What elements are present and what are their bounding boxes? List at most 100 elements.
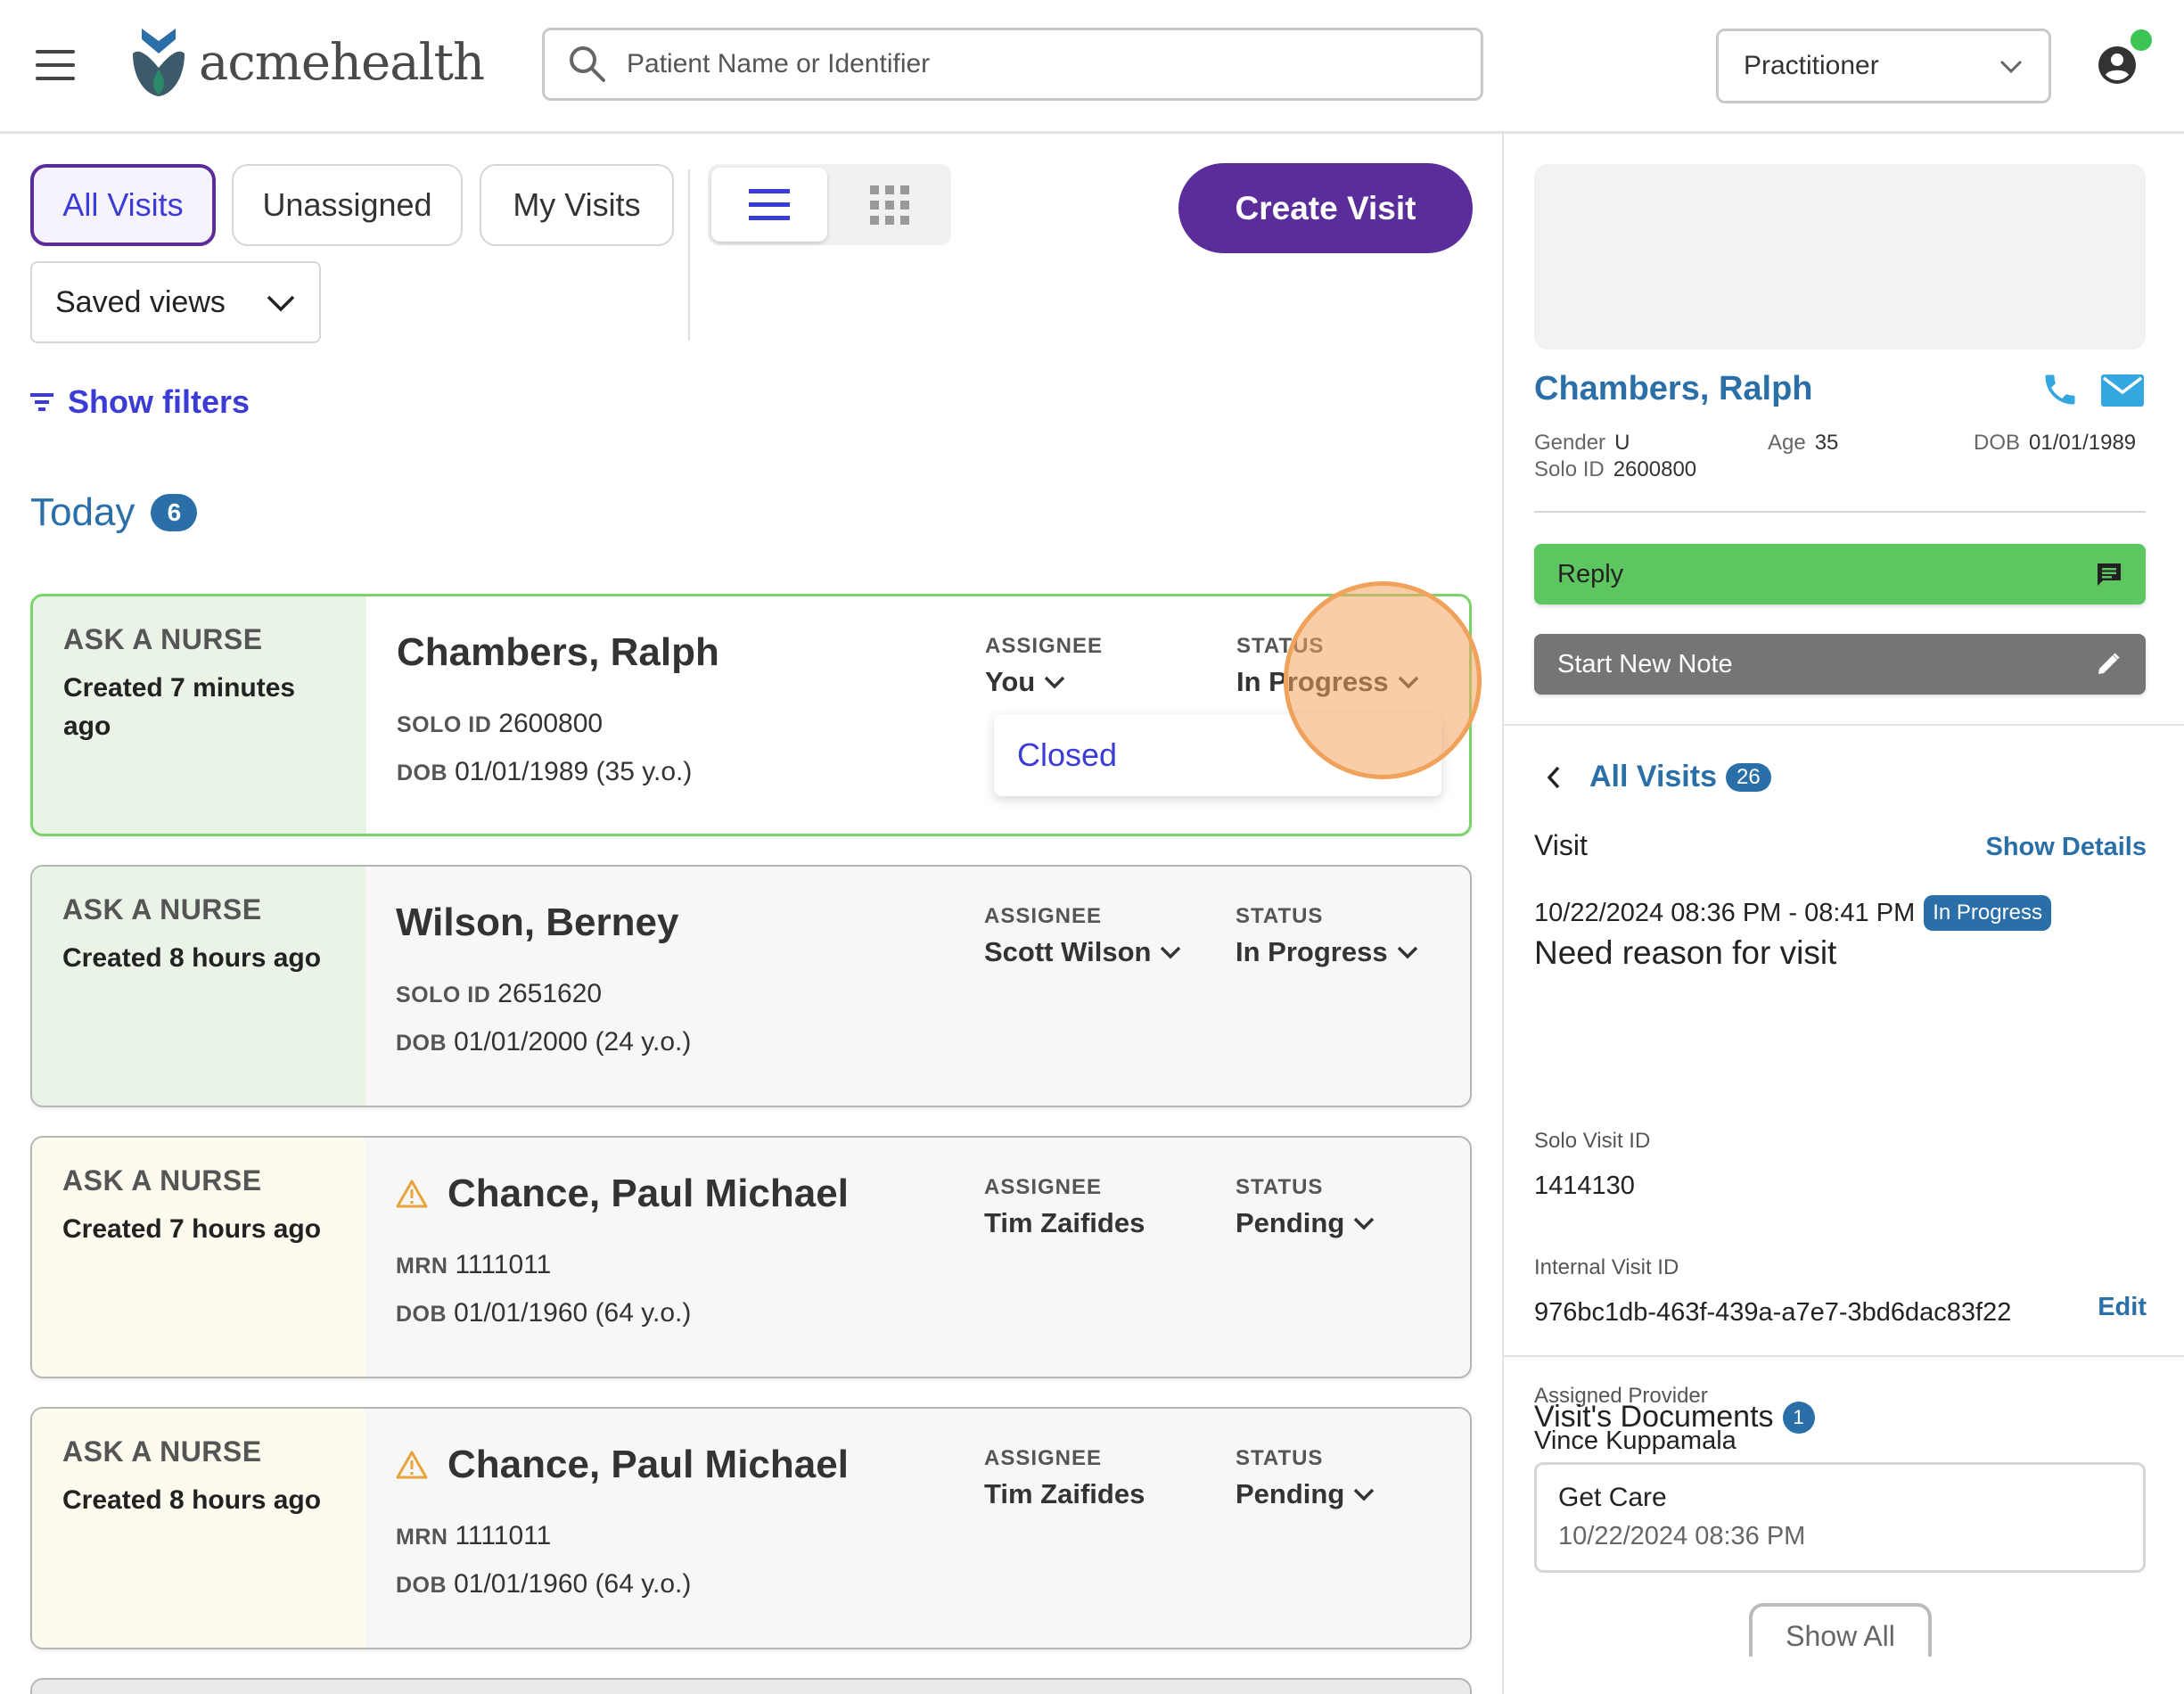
reply-label: Reply [1557, 559, 1624, 588]
documents-count-badge: 1 [1782, 1401, 1815, 1434]
status-dropdown[interactable]: In Progress [1236, 936, 1418, 968]
assignee-dropdown[interactable]: Scott Wilson [984, 936, 1181, 968]
assignee-value: Tim Zaifides [984, 1207, 1145, 1239]
visit-type: ASK A NURSE [63, 623, 263, 655]
id-value: 2600800 [498, 709, 603, 738]
acmehealth-logo[interactable]: acmehealth [129, 27, 485, 98]
visit-reason: Need reason for visit [1534, 934, 1837, 971]
visit-type-panel: ASK A NURSE Created 8 hours ago [32, 867, 365, 1106]
status-dropdown[interactable]: Pending [1236, 1207, 1375, 1239]
visit-card[interactable]: ASK A NURSE Created 8 hours ago Chance, … [30, 1407, 1472, 1649]
role-select[interactable]: Practitioner [1716, 29, 2051, 103]
message-icon [2098, 563, 2121, 586]
patient-banner-placeholder [1534, 164, 2146, 349]
dob-value: 01/01/1989 [2029, 431, 2137, 455]
top-header: acmehealth Practitioner [0, 0, 2184, 134]
show-filters-link[interactable]: Show filters [30, 383, 250, 421]
tab-unassigned[interactable]: Unassigned [232, 164, 463, 246]
document-item[interactable]: Get Care 10/22/2024 08:36 PM [1534, 1462, 2146, 1573]
dob-label: DOB [396, 1031, 447, 1056]
patient-dob: DOB 01/01/1960 (64 y.o.) [396, 1569, 691, 1599]
id-label: MRN [396, 1254, 448, 1279]
patient-name-text: Chambers, Ralph [397, 630, 719, 674]
status-value: In Progress [1236, 936, 1388, 967]
chevron-down-icon [267, 295, 295, 312]
status-dropdown[interactable]: Pending [1236, 1478, 1375, 1510]
visit-created: Created 7 minutes ago [63, 673, 296, 741]
solo-visit-id-value: 1414130 [1534, 1172, 1635, 1200]
show-all-documents-button[interactable]: Show All [1749, 1603, 1932, 1665]
id-label: SOLO ID [396, 983, 491, 1007]
patient-dob: DOB 01/01/1989 (35 y.o.) [397, 757, 692, 787]
visit-type: ASK A NURSE [62, 1435, 262, 1468]
visit-time-text: 10/22/2024 08:36 PM - 08:41 PM [1534, 898, 1916, 927]
warning-icon [396, 1451, 428, 1479]
assignee-value: Tim Zaifides [984, 1478, 1145, 1510]
search-icon [570, 46, 605, 82]
divider [1504, 724, 2184, 726]
status-label: STATUS [1236, 1175, 1324, 1199]
visit-documents-title: Visit's Documents 1 [1534, 1400, 1815, 1435]
list-view-button[interactable] [711, 168, 827, 242]
visit-type: ASK A NURSE [62, 893, 262, 925]
phone-icon[interactable] [2040, 370, 2080, 409]
status-dropdown[interactable]: In Progress [1236, 666, 1419, 698]
visit-time-range: 10/22/2024 08:36 PM - 08:41 PM In Progre… [1534, 895, 2051, 931]
online-status-indicator [2128, 27, 2155, 53]
dob-value: 01/01/1960 (64 y.o.) [454, 1298, 692, 1328]
visit-card[interactable]: ASK A NURSE Created 7 minutes ago Chambe… [30, 594, 1472, 836]
assigned-provider-label: Assigned Provider [1534, 1384, 1708, 1408]
chevron-down-icon [1161, 946, 1181, 959]
visit-created: Created 7 hours ago [62, 1214, 322, 1244]
back-to-all-visits-link[interactable]: All Visits 26 [1545, 760, 1771, 794]
assignee-label: ASSIGNEE [984, 904, 1103, 928]
start-new-note-button[interactable]: Start New Note [1534, 634, 2146, 695]
patient-search-box[interactable] [542, 28, 1483, 101]
internal-visit-id-value: 976bc1db-463f-439a-a7e7-3bd6dac83f22 [1534, 1298, 2012, 1327]
assignee-value: You [985, 666, 1036, 697]
acmehealth-logo-icon [133, 29, 185, 96]
status-label: STATUS [1236, 1446, 1324, 1470]
email-icon[interactable] [2101, 374, 2144, 407]
assignee-value-text: Tim Zaifides [984, 1207, 1145, 1238]
pencil-icon [2098, 653, 2120, 674]
account-icon[interactable] [2097, 45, 2138, 86]
dob-value: 01/01/1960 (64 y.o.) [454, 1569, 692, 1599]
patient-id: MRN 1111011 [396, 1521, 551, 1551]
dob-label: DOB [396, 1302, 447, 1327]
solo-id-label: Solo ID [1534, 457, 1605, 481]
chevron-down-icon [1999, 60, 2023, 74]
visit-type-panel: ASK A NURSE Created 8 hours ago [32, 1409, 365, 1648]
assignee-label: ASSIGNEE [984, 1446, 1103, 1470]
patient-id: MRN 1111011 [396, 1250, 551, 1280]
id-label: SOLO ID [397, 712, 492, 737]
patient-dob: DOB 01/01/1960 (64 y.o.) [396, 1298, 691, 1328]
new-note-label: Start New Note [1557, 649, 1733, 678]
role-select-value: Practitioner [1744, 51, 1879, 80]
visit-type-panel: ASK A NURSE Created 7 minutes ago [33, 596, 366, 834]
search-input[interactable] [627, 49, 1429, 79]
saved-views-dropdown[interactable]: Saved views [30, 261, 321, 343]
grid-view-button[interactable] [833, 168, 947, 242]
visit-card[interactable]: ASK A NURSE Created 7 hours ago Chance, … [30, 1136, 1472, 1378]
show-filters-label: Show filters [68, 383, 250, 420]
visit-section-title: Visit [1534, 829, 1588, 861]
tab-all-visits[interactable]: All Visits [30, 164, 216, 246]
hamburger-menu-icon[interactable] [36, 50, 75, 80]
visit-created: Created 8 hours ago [62, 943, 322, 973]
saved-views-label: Saved views [55, 284, 226, 319]
status-option-closed[interactable]: Closed [994, 714, 1441, 796]
age-field: Age 35 [1768, 431, 1838, 456]
create-visit-button[interactable]: Create Visit [1178, 163, 1473, 253]
chevron-left-icon [1547, 766, 1560, 788]
document-name: Get Care [1558, 1483, 1667, 1512]
tab-my-visits[interactable]: My Visits [480, 164, 674, 246]
solo-visit-id-label: Solo Visit ID [1534, 1129, 1651, 1153]
edit-provider-link[interactable]: Edit [2098, 1293, 2147, 1321]
reply-button[interactable]: Reply [1534, 544, 2146, 604]
chevron-down-icon [1045, 676, 1065, 689]
assignee-dropdown[interactable]: You [985, 666, 1065, 698]
visit-card[interactable]: ASK A NURSE Created 8 hours ago Wilson, … [30, 865, 1472, 1107]
visit-card-partial[interactable] [30, 1678, 1472, 1694]
show-details-link[interactable]: Show Details [1985, 833, 2147, 861]
